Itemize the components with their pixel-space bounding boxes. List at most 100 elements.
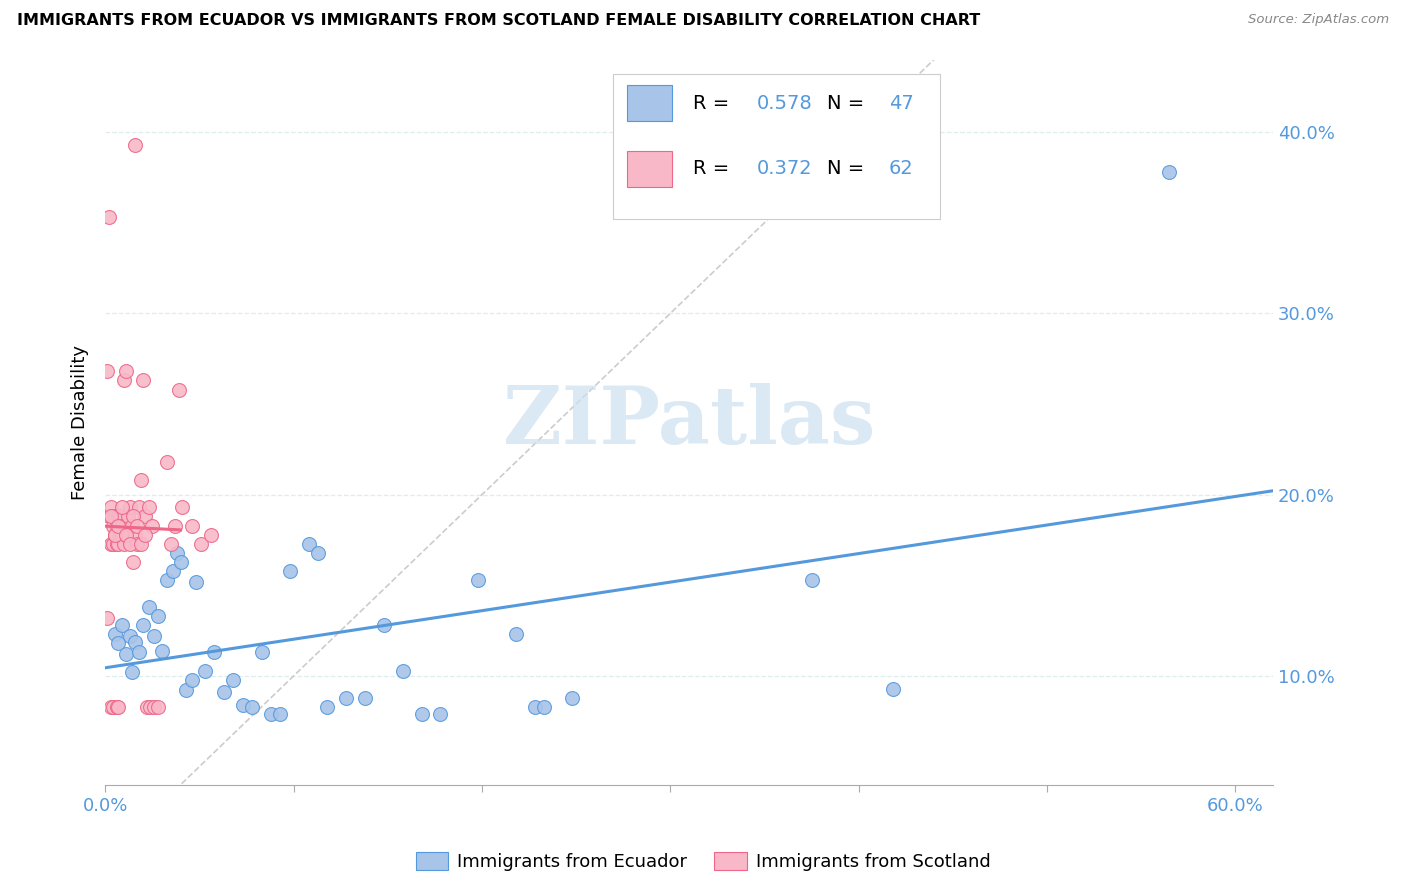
Point	[100, 536, 122, 550]
Point	[138, 500, 160, 515]
Point	[232, 698, 254, 712]
Point	[335, 690, 357, 705]
Point	[107, 518, 129, 533]
Point	[467, 573, 489, 587]
Point	[100, 509, 122, 524]
Point	[96, 611, 118, 625]
Point	[124, 137, 146, 152]
Point	[143, 629, 166, 643]
Point	[200, 527, 222, 541]
Text: 0.578: 0.578	[756, 94, 813, 112]
Point	[167, 383, 190, 397]
Point	[128, 645, 150, 659]
Point	[135, 699, 157, 714]
Point	[112, 374, 135, 388]
FancyBboxPatch shape	[627, 151, 672, 186]
Point	[250, 645, 273, 659]
Point	[107, 509, 129, 524]
Point	[127, 518, 149, 533]
Point	[111, 500, 134, 515]
Point	[132, 618, 155, 632]
Text: N =: N =	[827, 159, 870, 178]
Point	[104, 527, 127, 541]
Point	[373, 618, 395, 632]
Point	[127, 536, 149, 550]
Point	[115, 527, 138, 541]
Point	[118, 629, 141, 643]
FancyBboxPatch shape	[627, 86, 672, 121]
Point	[307, 546, 329, 560]
Point	[194, 664, 217, 678]
Y-axis label: Female Disability: Female Disability	[72, 344, 89, 500]
Point	[121, 518, 143, 533]
Text: 62: 62	[889, 159, 914, 178]
Point	[411, 707, 433, 722]
Point	[101, 699, 124, 714]
FancyBboxPatch shape	[613, 74, 941, 219]
Point	[505, 627, 527, 641]
Point	[107, 699, 129, 714]
Point	[129, 473, 152, 487]
Point	[139, 699, 162, 714]
Point	[128, 500, 150, 515]
Point	[98, 211, 121, 225]
Point	[110, 527, 132, 541]
Point	[124, 634, 146, 648]
Point	[150, 643, 173, 657]
Text: R =: R =	[693, 159, 735, 178]
Point	[100, 500, 122, 515]
Point	[105, 518, 128, 533]
Point	[129, 536, 152, 550]
Point	[122, 509, 145, 524]
Point	[163, 518, 186, 533]
Point	[156, 455, 179, 469]
Point	[278, 564, 301, 578]
Text: R =: R =	[693, 94, 735, 112]
Point	[260, 707, 283, 722]
Point	[190, 536, 212, 550]
Point	[132, 374, 155, 388]
Point	[107, 636, 129, 650]
Point	[115, 527, 138, 541]
Point	[134, 527, 156, 541]
Point	[118, 500, 141, 515]
Point	[269, 707, 291, 722]
Point	[523, 699, 546, 714]
Point	[121, 665, 143, 680]
Point	[156, 573, 179, 587]
Point	[134, 509, 156, 524]
Point	[96, 364, 118, 378]
Point	[124, 527, 146, 541]
Point	[115, 518, 138, 533]
Point	[533, 699, 555, 714]
Text: IMMIGRANTS FROM ECUADOR VS IMMIGRANTS FROM SCOTLAND FEMALE DISABILITY CORRELATIO: IMMIGRANTS FROM ECUADOR VS IMMIGRANTS FR…	[17, 13, 980, 29]
Text: Source: ZipAtlas.com: Source: ZipAtlas.com	[1249, 13, 1389, 27]
Point	[561, 690, 583, 705]
Point	[122, 555, 145, 569]
Point	[354, 690, 377, 705]
Legend: Immigrants from Ecuador, Immigrants from Scotland: Immigrants from Ecuador, Immigrants from…	[408, 845, 998, 879]
Text: N =: N =	[827, 94, 870, 112]
Point	[98, 509, 121, 524]
Point	[166, 546, 188, 560]
Point	[104, 509, 127, 524]
Point	[174, 683, 197, 698]
Point	[298, 536, 321, 550]
Point	[111, 618, 134, 632]
Text: 47: 47	[889, 94, 914, 112]
Point	[180, 673, 202, 687]
Point	[391, 664, 413, 678]
Point	[240, 699, 263, 714]
Point	[222, 673, 245, 687]
Point	[429, 707, 451, 722]
Point	[117, 509, 139, 524]
Point	[107, 536, 129, 550]
Point	[800, 573, 823, 587]
Point	[169, 555, 191, 569]
Point	[160, 536, 183, 550]
Point	[1159, 165, 1181, 179]
Point	[162, 564, 184, 578]
Point	[105, 536, 128, 550]
Point	[104, 627, 127, 641]
Text: ZIPatlas: ZIPatlas	[503, 384, 876, 461]
